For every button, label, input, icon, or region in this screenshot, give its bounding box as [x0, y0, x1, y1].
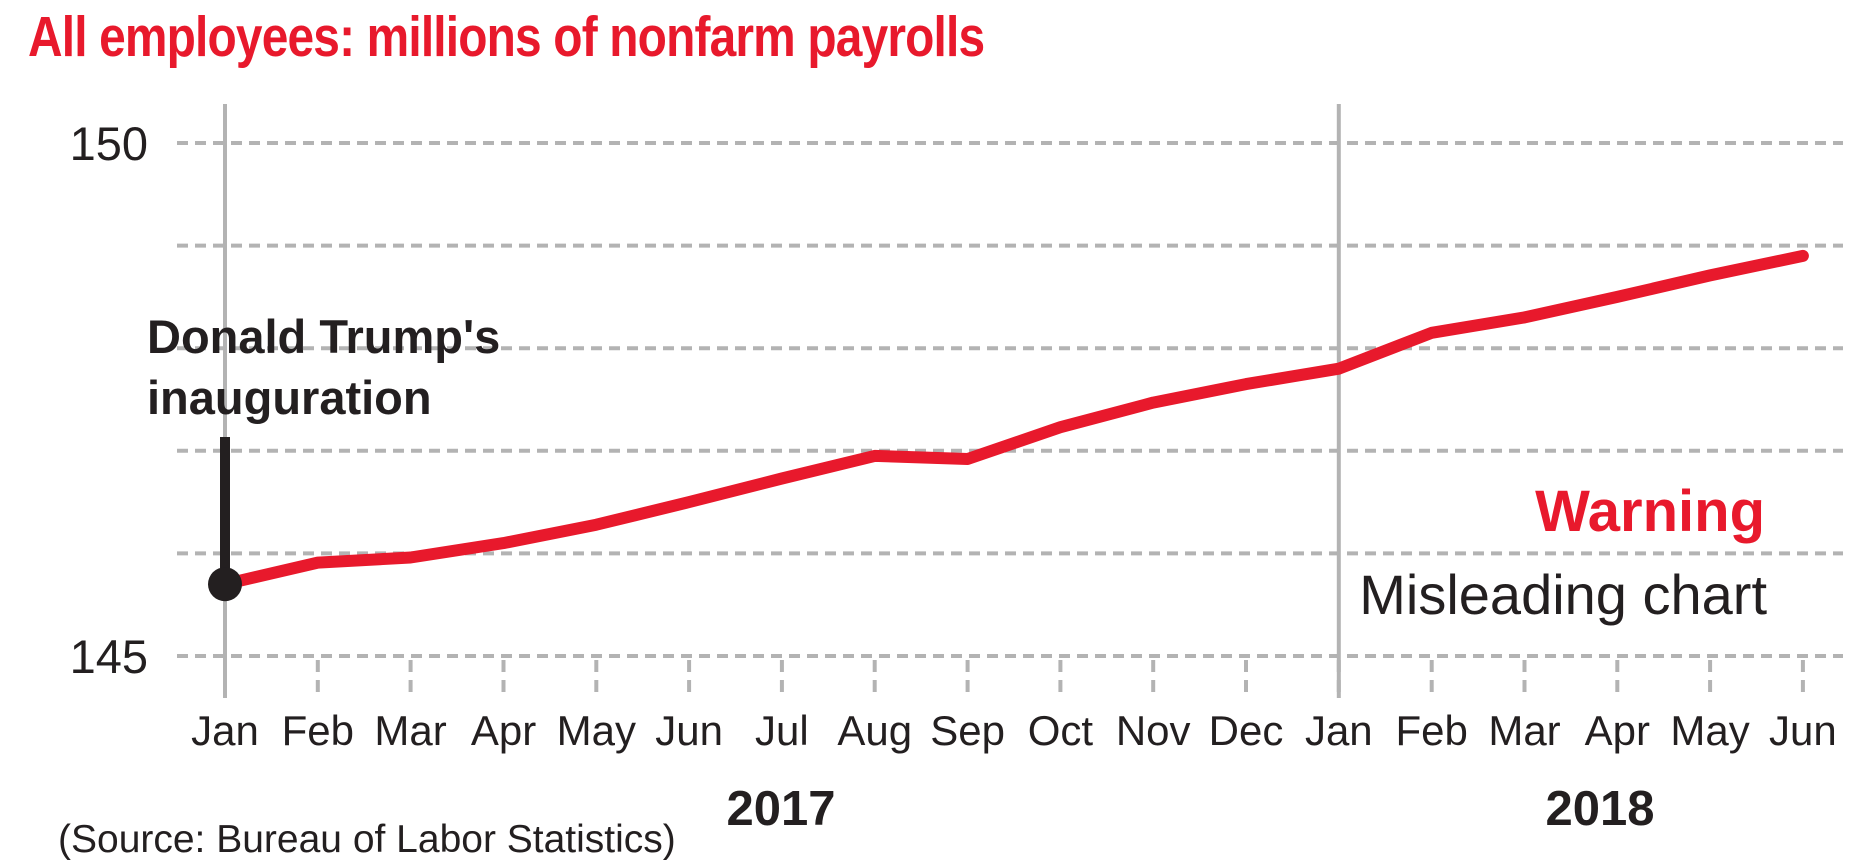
year-label-2017: 2017 [726, 782, 836, 836]
x-tick-label-dec-2017: Dec [1208, 707, 1284, 754]
x-tick-label-may-2017: May [556, 707, 636, 754]
y-axis-label-150: 150 [69, 117, 148, 170]
y-axis-label-145: 145 [69, 630, 148, 683]
x-tick-label-jun-2018: Jun [1769, 707, 1837, 754]
inauguration-annotation: Donald Trump's inauguration [147, 306, 500, 428]
x-tick-label-may-2018: May [1670, 707, 1750, 754]
x-tick-label-jan-2017: Jan [191, 707, 259, 754]
x-tick-label-sep-2017: Sep [930, 707, 1005, 754]
year-label-2018: 2018 [1545, 782, 1655, 836]
misleading-chart-label: Misleading chart [1359, 563, 1767, 626]
x-tick-label-feb-2018: Feb [1395, 707, 1468, 754]
x-tick-label-jul-2017: Jul [755, 707, 809, 754]
x-tick-label-nov-2017: Nov [1115, 707, 1191, 754]
annotation-line-1: Donald Trump's [147, 310, 501, 363]
x-tick-label-feb-2017: Feb [281, 707, 354, 754]
annotation-dot [208, 567, 242, 602]
warning-label: Warning [1535, 479, 1765, 544]
source-note: (Source: Bureau of Labor Statistics) [58, 818, 676, 861]
x-tick-label-mar-2017: Mar [374, 707, 447, 754]
x-tick-label-apr-2017: Apr [470, 707, 537, 754]
x-tick-label-jan-2018: Jan [1304, 707, 1373, 754]
x-tick-label-aug-2017: Aug [837, 707, 913, 754]
x-tick-label-mar-2018: Mar [1488, 707, 1561, 754]
payrolls-line [219, 249, 1809, 591]
chart-title: All employees: millions of nonfarm payro… [28, 5, 985, 69]
annotation-line-2: inauguration [147, 371, 432, 424]
x-tick-label-oct-2017: Oct [1027, 707, 1094, 754]
x-tick-label-apr-2018: Apr [1584, 707, 1650, 754]
x-tick-label-jun-2017: Jun [655, 707, 723, 754]
